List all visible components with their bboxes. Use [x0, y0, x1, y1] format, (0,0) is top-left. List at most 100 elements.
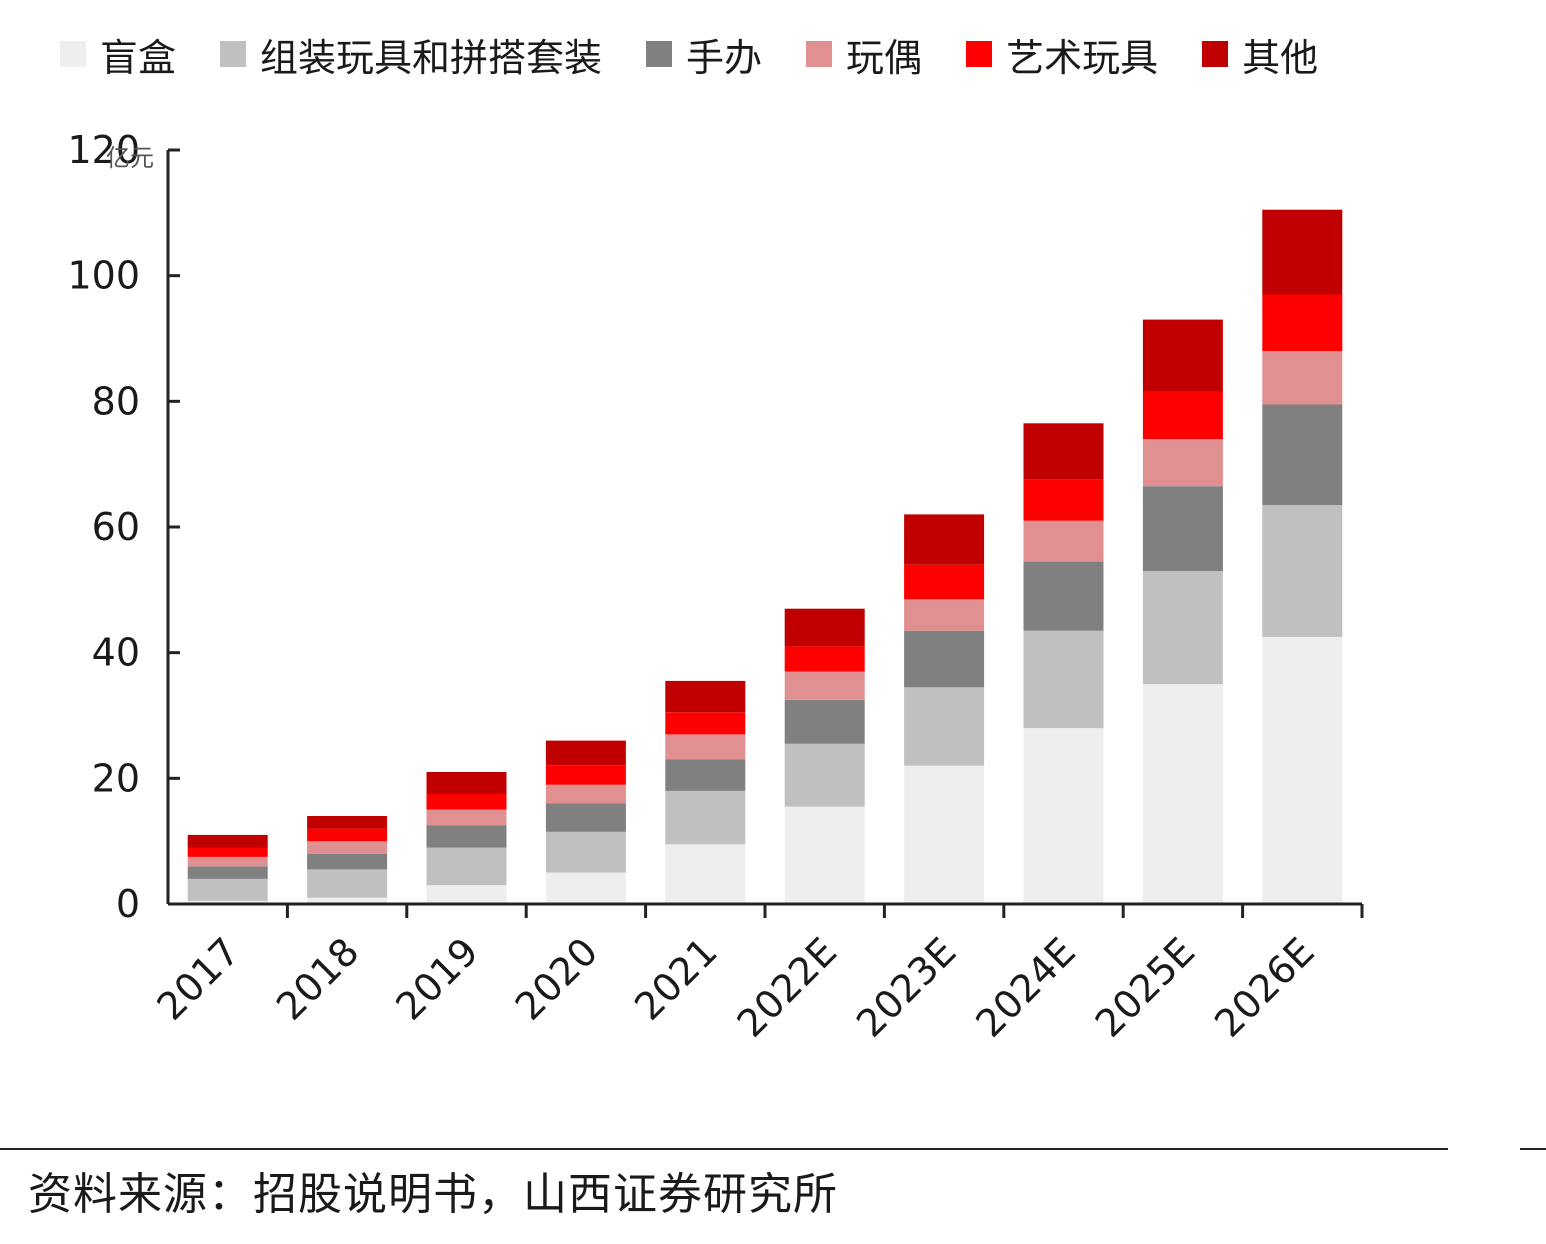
bar-segment	[665, 844, 746, 904]
bar-segment	[187, 834, 268, 848]
y-tick-label: 100	[67, 254, 140, 298]
bar-segment	[1023, 423, 1104, 480]
y-tick-label: 40	[92, 631, 140, 675]
bar-segment	[1023, 561, 1104, 631]
legend-label: 艺术玩具	[1006, 35, 1159, 80]
legend-label: 盲盒	[100, 35, 177, 80]
bar-segment	[1023, 479, 1104, 521]
bar-segment	[784, 699, 865, 744]
bar-segment	[187, 847, 268, 857]
bar-segment	[307, 828, 388, 842]
legend-item: 玩偶	[806, 27, 922, 82]
bar-segment	[426, 825, 507, 848]
bar-segment	[784, 671, 865, 700]
bar-segment	[187, 878, 268, 901]
legend-label: 组装玩具和拼搭套装	[260, 35, 603, 80]
bar-segment	[187, 856, 268, 867]
legend-swatch	[60, 41, 86, 67]
chart-legend: 盲盒 组装玩具和拼搭套装 手办 玩偶 艺术玩具 其他	[60, 28, 1362, 80]
bar-segment	[904, 687, 985, 766]
bar-segment	[1262, 294, 1343, 352]
bar-segment	[904, 564, 985, 600]
bar-segment	[784, 608, 865, 647]
bar-segment	[904, 630, 985, 688]
bar-segment	[426, 809, 507, 826]
bar-segment	[1262, 351, 1343, 405]
legend-swatch	[966, 41, 993, 67]
bar-segment	[665, 712, 746, 735]
legend-item: 组装玩具和拼搭套装	[220, 27, 602, 82]
bars-group	[187, 209, 1343, 904]
legend-swatch	[220, 41, 247, 67]
bar-segment	[784, 806, 865, 904]
bar-segment	[1262, 637, 1343, 904]
bar-segment	[1262, 209, 1343, 295]
bar-segment	[1023, 520, 1104, 562]
bar-segment	[307, 869, 388, 898]
legend-item: 艺术玩具	[966, 27, 1158, 82]
x-tick-label: 2024E	[967, 929, 1083, 1045]
bar-segment	[307, 853, 388, 870]
bar-segment	[1262, 404, 1343, 505]
bar-segment	[426, 794, 507, 810]
y-tick-label: 0	[116, 882, 140, 926]
bar-segment	[665, 680, 746, 713]
legend-swatch	[1202, 41, 1229, 67]
bar-segment	[187, 866, 268, 879]
y-tick-label: 80	[92, 379, 140, 423]
x-tick-label: 2025E	[1087, 929, 1203, 1045]
x-tick-label: 2017	[149, 929, 249, 1029]
bar-segment	[426, 847, 507, 886]
source-divider-end	[1520, 1148, 1546, 1150]
x-tick-label: 2019	[387, 929, 487, 1029]
x-tick-label: 2020	[507, 929, 607, 1029]
y-tick-label: 120	[67, 128, 140, 172]
y-tick-label: 60	[92, 505, 140, 549]
legend-label: 手办	[686, 35, 763, 80]
bar-segment	[904, 765, 985, 904]
bar-segment	[1142, 319, 1223, 392]
legend-item: 其他	[1202, 27, 1318, 82]
bar-segment	[1262, 505, 1343, 637]
y-tick-label: 20	[92, 756, 140, 800]
bar-segment	[545, 872, 626, 904]
bar-segment	[904, 599, 985, 631]
bar-segment	[665, 759, 746, 791]
x-tick-label: 2023E	[848, 929, 964, 1045]
bar-segment	[1142, 684, 1223, 904]
bar-segment	[545, 831, 626, 873]
bar-segment	[545, 803, 626, 832]
bar-segment	[784, 743, 865, 807]
bar-segment	[1142, 391, 1223, 439]
legend-label: 其他	[1242, 35, 1319, 80]
x-tick-label: 2021	[626, 929, 726, 1029]
bar-segment	[545, 765, 626, 785]
bar-segment	[426, 885, 507, 904]
bar-segment	[307, 841, 388, 854]
bar-segment	[1023, 630, 1104, 729]
x-tick-label: 2022E	[729, 929, 845, 1045]
legend-swatch	[806, 41, 833, 67]
legend-item: 盲盒	[60, 27, 176, 82]
source-divider	[0, 1148, 1448, 1150]
bar-segment	[426, 772, 507, 794]
bar-segment	[1142, 486, 1223, 571]
bar-segment	[1023, 728, 1104, 904]
y-unit-label: 亿元	[106, 144, 154, 172]
bar-segment	[545, 784, 626, 804]
bar-segment	[307, 816, 388, 829]
bar-segment	[665, 790, 746, 845]
bar-segment	[665, 734, 746, 760]
source-note: 资料来源：招股说明书，山西证券研究所	[28, 1169, 838, 1220]
bar-segment	[545, 740, 626, 766]
bar-segment	[904, 514, 985, 565]
legend-swatch	[646, 41, 673, 67]
bar-segment	[1142, 571, 1223, 685]
bar-segment	[784, 646, 865, 672]
bar-segment	[1142, 439, 1223, 487]
bar-segment	[187, 900, 268, 904]
x-tick-label: 2018	[268, 929, 368, 1029]
legend-item: 手办	[646, 27, 762, 82]
x-tick-label: 2026E	[1206, 929, 1322, 1045]
